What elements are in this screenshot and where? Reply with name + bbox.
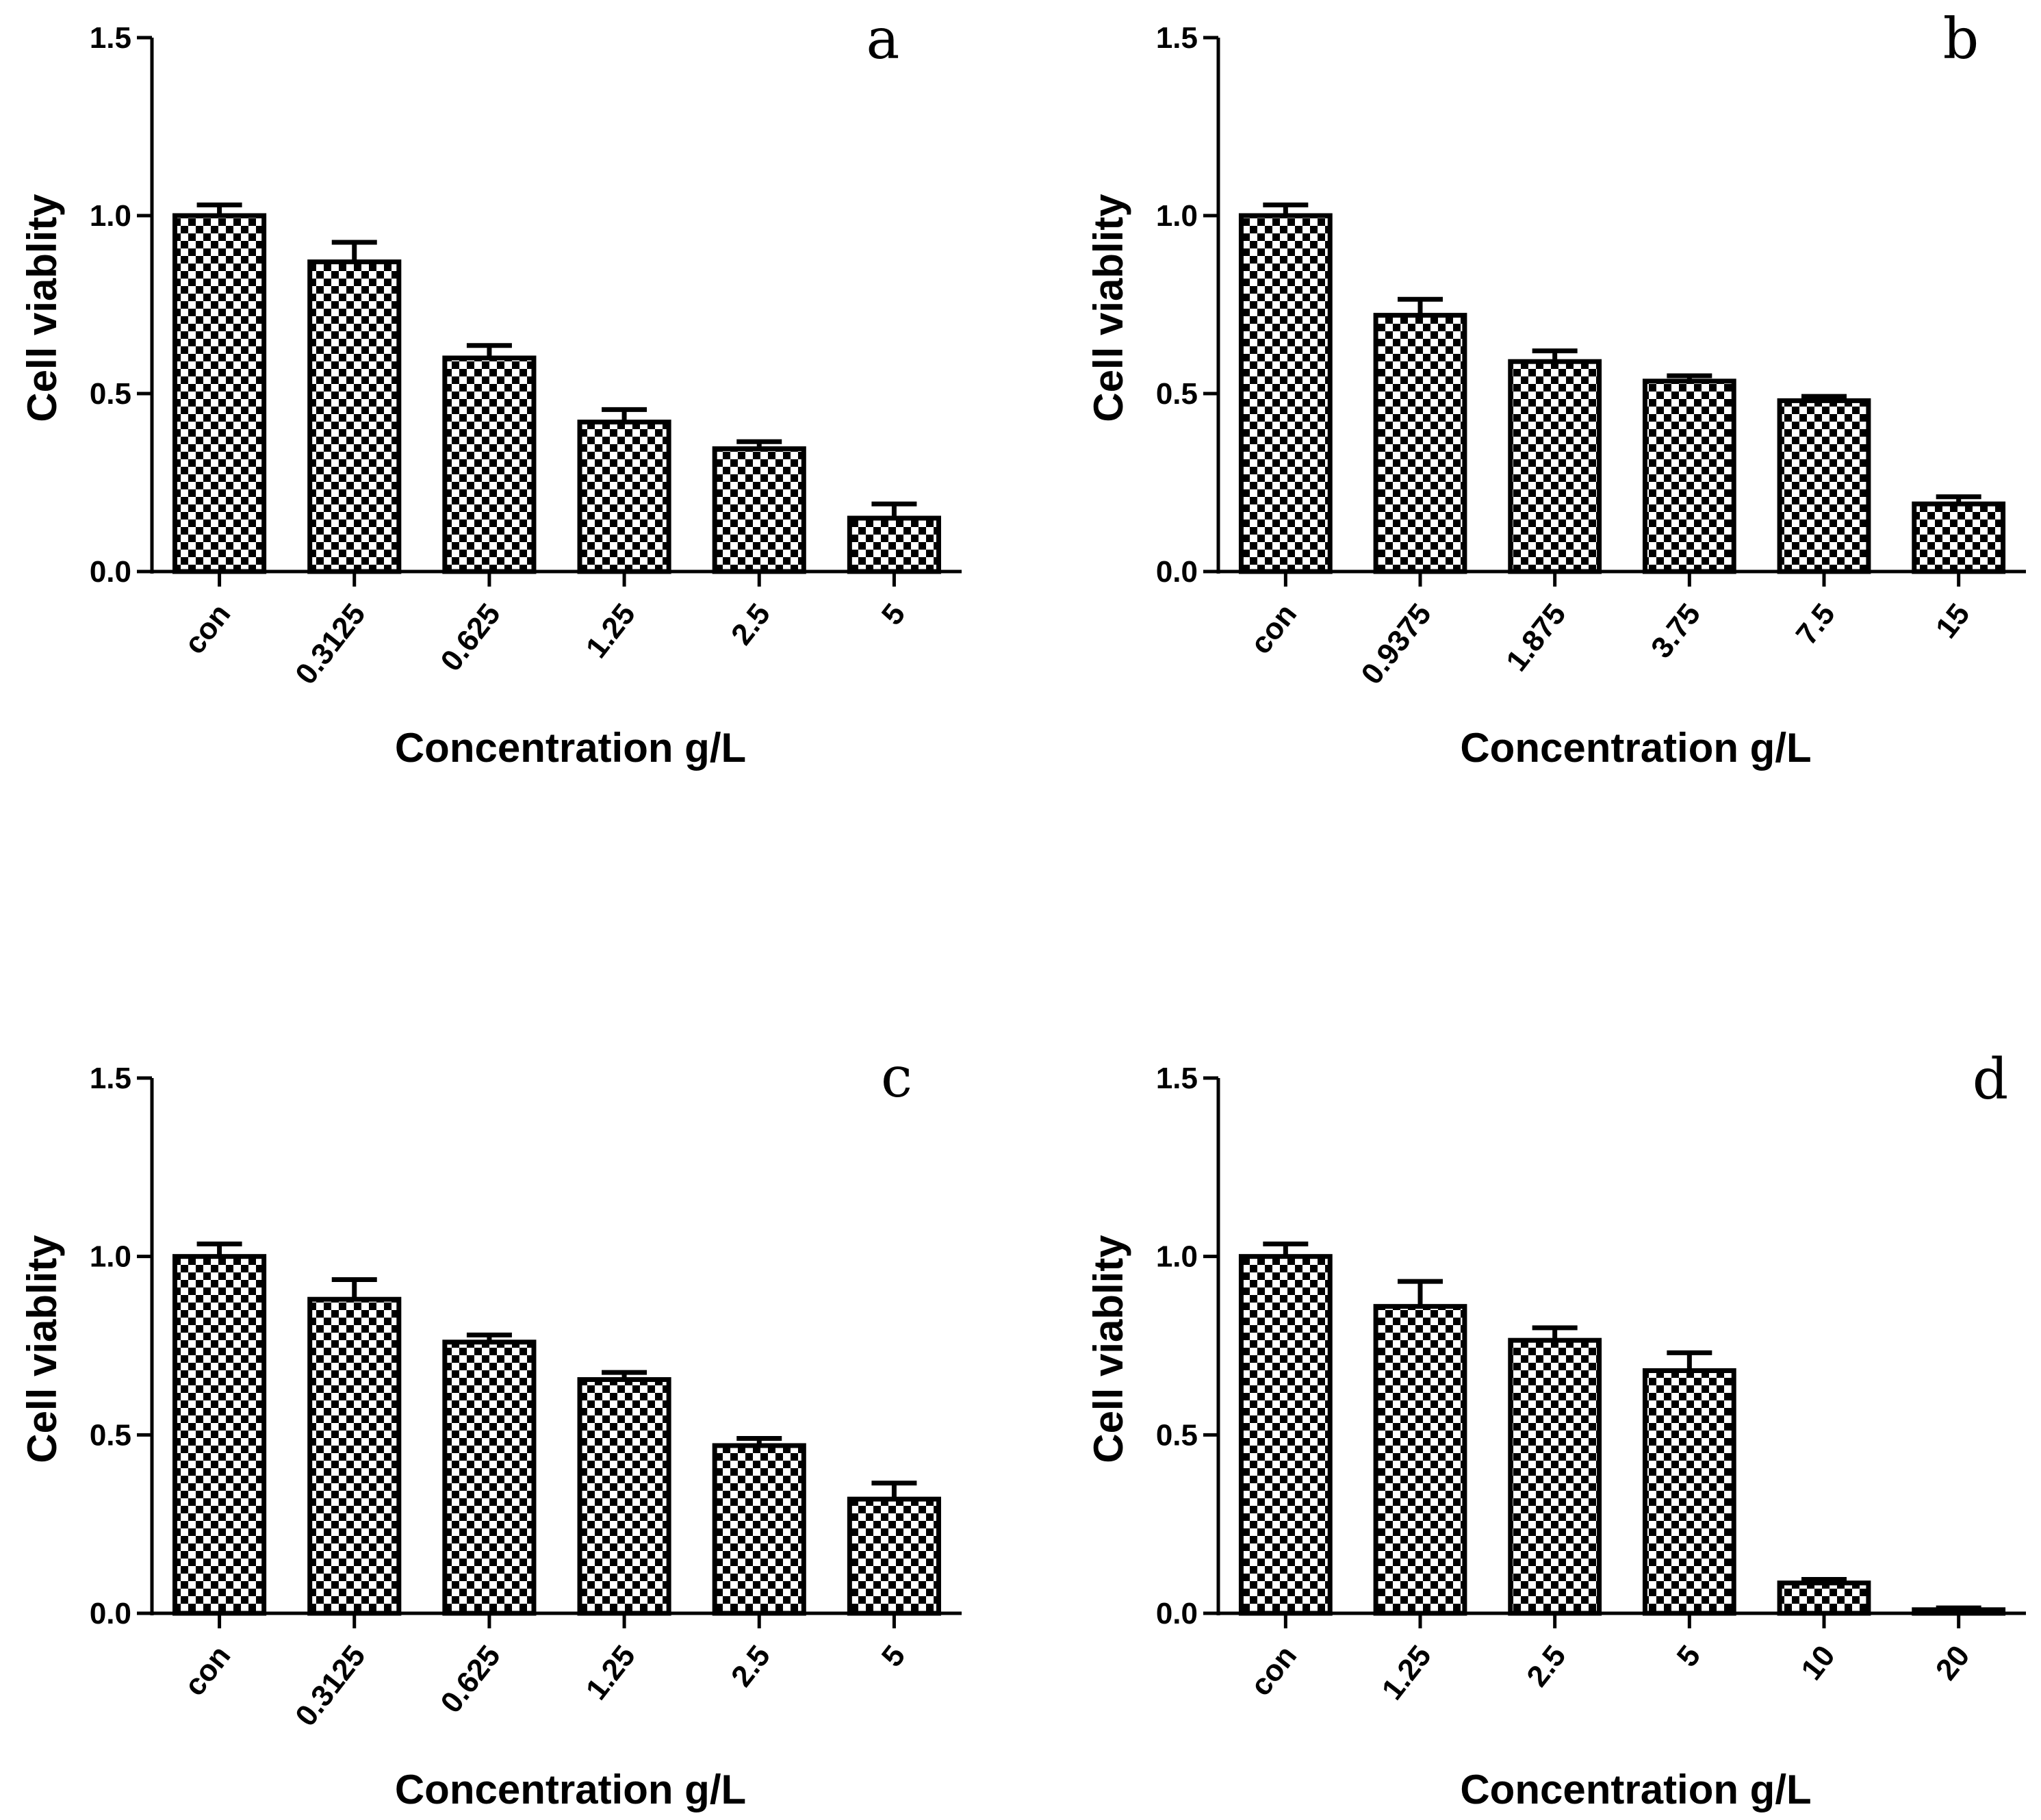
chart-panel-b: con 0.9375 1.875 3.75 7.5 15 0.0 0.5 1.0 1.5 Cell … [1086,7,2026,771]
y-axis-title: Cell viablity [1086,1235,1131,1463]
bar-1.25 [577,1377,671,1616]
bar-5 [847,515,941,574]
y-tick-label: 1.5 [90,1062,131,1095]
bar-7.5 [1777,398,1871,574]
chart-panel-d: con 1.25 2.5 5 10 20 0.0 0.5 1.0 1.5 Cell viablity… [1086,1047,2026,1812]
y-tick-label: 0.5 [1156,377,1198,411]
panel-label: c [881,1045,912,1110]
x-axis-title: Concentration g/L [395,1767,746,1812]
y-tick-label: 1.5 [1156,21,1198,55]
y-tick-label: 0.0 [90,1597,131,1630]
bar-con [172,213,267,574]
x-tick-label: con [1244,598,1303,661]
y-tick-label: 1.5 [1156,1062,1198,1095]
x-tick-label: 1.25 [580,1639,642,1706]
x-tick-label: 5 [875,598,912,631]
bar-10 [1777,1580,1871,1616]
y-tick-label: 0.5 [1156,1418,1198,1452]
panel-label: a [867,7,900,72]
y-tick-label: 0.0 [90,555,131,589]
y-axis-title: Cell viablity [19,194,65,422]
x-tick-label: 0.625 [434,1639,506,1719]
x-tick-label: 2.5 [1520,1639,1572,1693]
bar-3.75 [1642,379,1736,574]
bar-15 [1912,501,2006,574]
bar-5 [847,1496,941,1616]
y-tick-label: 1.5 [90,21,131,55]
bar-1.25 [577,420,671,574]
bar-2.5 [712,1443,806,1616]
chart-panel-a: con 0.3125 0.625 1.25 2.5 5 0.0 0.5 1.0 1.5 Cell v… [19,7,962,771]
y-tick-label: 0.0 [1156,555,1198,589]
bar-con [172,1254,267,1616]
x-tick-label: 1.875 [1500,598,1572,678]
bar-0.9375 [1373,313,1467,574]
x-tick-label: 5 [1671,1639,1708,1673]
bar-5 [1642,1368,1736,1616]
chart-panel-c: con 0.3125 0.625 1.25 2.5 5 0.0 0.5 1.0 1.5 Cell v… [19,1045,962,1812]
bar-0.625 [442,355,537,574]
x-tick-label: con [178,598,238,661]
panel-label: d [1973,1047,2009,1112]
bar-1.25 [1373,1304,1467,1616]
bar-con [1238,213,1333,574]
x-axis-title: Concentration g/L [1460,725,1811,771]
x-axis-title: Concentration g/L [395,725,746,771]
y-axis-title: Cell viablity [1086,194,1131,422]
bar-2.5 [712,446,806,574]
panel-label: b [1943,7,1979,72]
y-tick-label: 0.5 [90,377,131,411]
x-tick-label: 1.25 [1376,1639,1438,1706]
x-tick-label: con [1244,1639,1303,1702]
y-tick-label: 1.0 [90,1240,131,1274]
y-tick-label: 0.5 [90,1418,131,1452]
x-tick-label: 0.3125 [289,598,372,691]
x-tick-label: 3.75 [1645,598,1707,665]
bar-con [1238,1254,1333,1616]
x-tick-label: 0.9375 [1355,598,1437,691]
x-tick-label: 15 [1929,598,1977,645]
y-tick-label: 1.0 [1156,1240,1198,1274]
x-tick-label: 20 [1929,1639,1977,1687]
x-axis-title: Concentration g/L [1460,1767,1811,1812]
bar-1.875 [1508,359,1602,574]
x-tick-label: 10 [1795,1639,1842,1687]
x-tick-label: 0.625 [434,598,506,678]
y-axis-title: Cell viablity [19,1235,65,1463]
x-tick-label: 7.5 [1790,598,1842,651]
bar-0.625 [442,1340,537,1616]
x-tick-label: 1.25 [580,598,642,665]
y-tick-label: 1.0 [90,199,131,233]
bar-2.5 [1508,1337,1602,1616]
x-tick-label: 5 [875,1639,912,1673]
y-tick-label: 0.0 [1156,1597,1198,1630]
y-tick-label: 1.0 [1156,199,1198,233]
x-tick-label: 2.5 [725,1639,777,1693]
x-tick-label: con [178,1639,238,1702]
x-tick-label: 0.3125 [289,1639,372,1732]
bar-0.3125 [307,259,402,574]
bar-0.3125 [307,1296,402,1616]
x-tick-label: 2.5 [725,598,777,651]
